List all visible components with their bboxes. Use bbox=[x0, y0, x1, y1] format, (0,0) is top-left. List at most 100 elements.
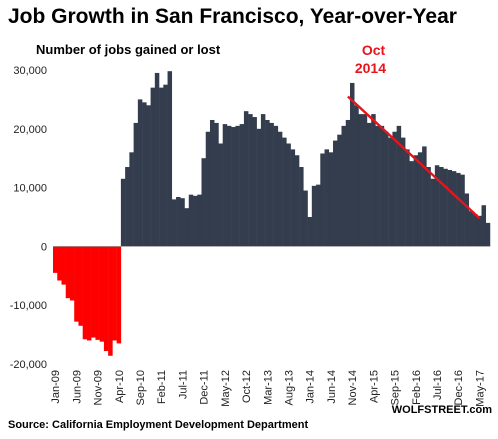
x-tick-label: Nov-09 bbox=[93, 370, 105, 405]
bar bbox=[341, 125, 346, 247]
x-tick-label: Dec-16 bbox=[453, 370, 465, 405]
bar bbox=[485, 222, 491, 247]
bar bbox=[226, 125, 232, 247]
x-tick-label: Jul-11 bbox=[177, 370, 189, 399]
x-tick-label: Oct-12 bbox=[241, 370, 253, 403]
bar bbox=[349, 82, 355, 247]
bar bbox=[434, 165, 440, 247]
bar bbox=[426, 167, 431, 247]
bar bbox=[163, 84, 168, 247]
bar bbox=[159, 87, 164, 247]
bar bbox=[311, 185, 317, 247]
bar bbox=[328, 152, 334, 247]
y-tick-label: -10,000 bbox=[10, 300, 47, 312]
x-tick-label: Jan-14 bbox=[305, 370, 317, 404]
bar bbox=[99, 246, 105, 342]
bar bbox=[430, 178, 436, 247]
bar bbox=[53, 246, 58, 273]
bar bbox=[392, 131, 397, 247]
bar bbox=[443, 168, 448, 247]
bar bbox=[222, 124, 228, 247]
bar bbox=[180, 198, 185, 247]
x-tick-label: Jun-14 bbox=[326, 370, 338, 404]
bar bbox=[133, 122, 139, 247]
bar bbox=[337, 134, 342, 247]
bar bbox=[422, 146, 427, 247]
bar bbox=[477, 215, 482, 247]
bar bbox=[197, 194, 202, 247]
bar bbox=[396, 125, 402, 247]
bar bbox=[333, 140, 338, 247]
annotation-month: Oct bbox=[362, 42, 386, 58]
bar bbox=[252, 117, 257, 247]
bar bbox=[235, 125, 240, 247]
x-tick-label: Apr-10 bbox=[114, 370, 126, 403]
x-tick-label: Feb-16 bbox=[411, 370, 423, 405]
bar bbox=[137, 99, 143, 247]
bar bbox=[383, 131, 389, 247]
x-tick-label: Mar-13 bbox=[262, 370, 274, 405]
bar bbox=[451, 171, 457, 247]
bar bbox=[146, 105, 151, 247]
bar bbox=[354, 105, 359, 247]
bar bbox=[464, 193, 470, 247]
bar bbox=[447, 169, 453, 247]
bar bbox=[460, 174, 465, 247]
bar bbox=[366, 122, 372, 247]
bar bbox=[167, 71, 173, 247]
bar bbox=[205, 131, 211, 247]
source-note: Source: California Employment Developmen… bbox=[8, 419, 308, 431]
bar bbox=[125, 167, 130, 247]
bar bbox=[294, 155, 300, 247]
bar bbox=[150, 87, 156, 247]
bar bbox=[116, 246, 122, 344]
bar bbox=[375, 125, 380, 247]
x-tick-label: Nov-14 bbox=[347, 370, 359, 405]
bar bbox=[290, 149, 296, 247]
bar bbox=[299, 167, 304, 247]
bar bbox=[184, 208, 190, 247]
bar bbox=[239, 124, 245, 247]
bar bbox=[108, 246, 113, 356]
bar bbox=[456, 172, 461, 247]
bar bbox=[400, 137, 406, 247]
bar bbox=[409, 161, 414, 247]
x-tick-label: Aug-13 bbox=[283, 370, 295, 405]
bar bbox=[65, 246, 71, 299]
bar bbox=[142, 102, 147, 247]
bar bbox=[201, 158, 206, 247]
y-axis-label: Number of jobs gained or lost bbox=[36, 42, 221, 57]
y-axis: -20,000 -10,000 0 10,000 20,000 30,000 bbox=[10, 65, 47, 371]
bar bbox=[371, 114, 376, 247]
y-tick-label: 10,000 bbox=[13, 183, 47, 195]
bar bbox=[324, 149, 330, 247]
bar bbox=[273, 125, 279, 247]
bar bbox=[61, 246, 66, 285]
bar bbox=[265, 119, 270, 247]
bar bbox=[286, 143, 291, 247]
x-tick-label: Dec-11 bbox=[199, 370, 211, 405]
bar bbox=[112, 246, 117, 341]
bar bbox=[388, 137, 393, 247]
bar bbox=[78, 246, 83, 326]
bar bbox=[243, 111, 249, 247]
annotation-year: 2014 bbox=[355, 60, 386, 76]
bar bbox=[82, 246, 88, 340]
bar bbox=[188, 194, 194, 247]
bar bbox=[439, 167, 444, 247]
bar bbox=[231, 127, 236, 247]
trend-line bbox=[347, 95, 481, 220]
x-tick-label: Feb-11 bbox=[156, 370, 168, 404]
bar bbox=[320, 153, 325, 247]
bar bbox=[405, 149, 410, 247]
x-tick-label: May-12 bbox=[220, 370, 232, 407]
bar bbox=[120, 178, 126, 247]
bar bbox=[362, 114, 368, 247]
bar bbox=[256, 128, 262, 247]
x-tick-label: Sep-10 bbox=[135, 370, 147, 405]
bar bbox=[260, 114, 266, 247]
bar bbox=[269, 122, 274, 247]
bar bbox=[69, 246, 75, 301]
bar bbox=[171, 199, 177, 247]
